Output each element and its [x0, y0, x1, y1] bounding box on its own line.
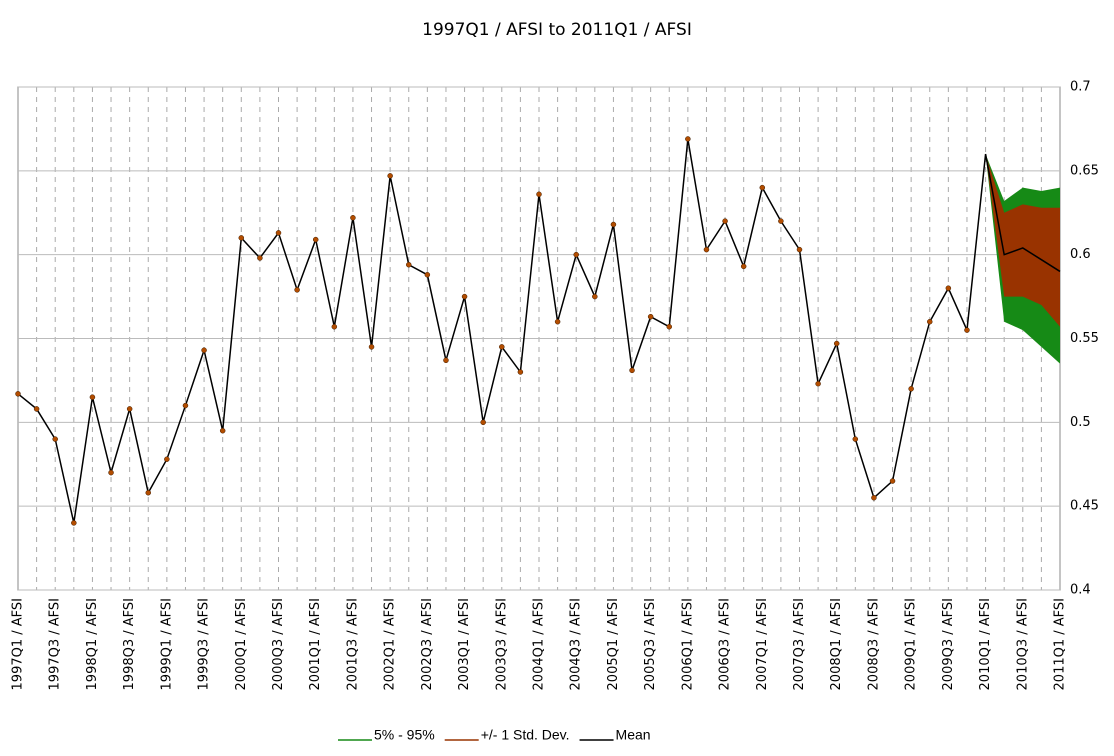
marker: [108, 469, 114, 476]
x-tick-label: 1997Q3 / AFSI: [48, 598, 63, 690]
x-tick-label: 2003Q3 / AFSI: [494, 598, 509, 690]
x-tick-label: 2008Q3 / AFSI: [866, 598, 881, 690]
marker: [257, 255, 263, 261]
y-tick-label: 0.4: [1070, 583, 1091, 598]
x-tick-label: 2009Q3 / AFSI: [941, 598, 956, 690]
x-tick-label: 2001Q3 / AFSI: [345, 598, 360, 690]
marker: [182, 402, 189, 409]
marker: [368, 344, 375, 350]
marker: [89, 394, 96, 400]
y-tick-label: 0.45: [1070, 499, 1099, 514]
legend-label: 5% - 95%: [374, 727, 435, 743]
marker: [703, 246, 710, 253]
x-tick-label: 2010Q1 / AFSI: [978, 598, 993, 690]
marker: [238, 235, 245, 241]
marker: [815, 381, 821, 387]
x-tick-label: 2007Q3 / AFSI: [792, 598, 807, 690]
marker: [164, 456, 170, 462]
x-tick-label: 2002Q1 / AFSI: [383, 598, 398, 690]
band: [985, 154, 1060, 327]
marker: [312, 236, 319, 243]
x-tick-label: 2010Q3 / AFSI: [1015, 598, 1030, 690]
x-tick-label: 2000Q1 / AFSI: [234, 598, 249, 690]
x-tick-label: 1998Q3 / AFSI: [122, 598, 137, 690]
chart-title: 1997Q1 / AFSI to 2011Q1 / AFSI: [422, 20, 692, 40]
x-tick-label: 2001Q1 / AFSI: [308, 598, 323, 690]
y-tick-label: 0.65: [1070, 163, 1099, 178]
x-tick-label: 2005Q1 / AFSI: [606, 598, 621, 690]
marker: [406, 261, 412, 268]
marker: [796, 246, 803, 253]
marker: [219, 427, 226, 434]
marker: [629, 367, 635, 374]
marker: [666, 324, 672, 330]
marker: [350, 215, 356, 221]
x-tick-label: 1999Q1 / AFSI: [159, 598, 174, 690]
marker: [833, 340, 840, 347]
marker: [964, 327, 970, 333]
marker: [52, 436, 58, 442]
marker: [33, 406, 40, 412]
marker: [201, 347, 207, 353]
marker: [294, 287, 300, 293]
y-tick-label: 0.7: [1070, 80, 1091, 95]
marker: [126, 406, 133, 412]
marker: [480, 419, 486, 426]
marker: [443, 357, 449, 364]
marker: [554, 318, 561, 325]
y-tick-label: 0.5: [1070, 415, 1091, 430]
marker: [610, 221, 617, 228]
marker: [759, 184, 766, 191]
marker: [275, 230, 282, 236]
x-tick-label: 1999Q3 / AFSI: [197, 598, 212, 690]
x-tick-label: 2011Q1 / AFSI: [1053, 598, 1068, 690]
marker: [145, 490, 151, 496]
marker: [778, 218, 784, 224]
marker: [927, 318, 933, 325]
marker: [536, 191, 542, 198]
x-tick-label: 2007Q1 / AFSI: [755, 598, 770, 690]
marker: [740, 263, 747, 270]
x-tick-label: 1998Q1 / AFSI: [85, 598, 100, 690]
marker: [592, 293, 598, 300]
x-tick-label: 2003Q1 / AFSI: [457, 598, 472, 690]
marker: [871, 495, 877, 501]
x-tick-label: 2009Q1 / AFSI: [904, 598, 919, 690]
x-tick-label: 2005Q3 / AFSI: [643, 598, 658, 690]
marker: [685, 136, 691, 142]
x-tick-label: 1997Q1 / AFSI: [11, 598, 26, 690]
x-tick-label: 2006Q1 / AFSI: [680, 598, 695, 690]
x-tick-label: 2004Q1 / AFSI: [532, 598, 547, 690]
marker: [499, 344, 505, 350]
marker: [647, 313, 654, 320]
legend-label: +/- 1 Std. Dev.: [481, 727, 570, 743]
marker: [331, 324, 338, 330]
marker: [889, 478, 896, 484]
marker: [908, 386, 914, 392]
marker: [387, 173, 393, 179]
marker: [945, 285, 952, 291]
legend-label: Mean: [616, 727, 651, 743]
marker: [517, 369, 524, 375]
marker: [15, 391, 21, 397]
x-tick-label: 2004Q3 / AFSI: [569, 598, 584, 690]
x-tick-label: 2000Q3 / AFSI: [271, 598, 286, 690]
marker: [722, 218, 728, 224]
y-tick-label: 0.55: [1070, 331, 1099, 346]
x-tick-label: 2008Q1 / AFSI: [829, 598, 844, 690]
marker: [852, 436, 859, 442]
y-tick-label: 0.6: [1070, 247, 1091, 262]
x-tick-label: 2006Q3 / AFSI: [718, 598, 733, 690]
marker: [573, 251, 579, 258]
x-tick-label: 2002Q3 / AFSI: [420, 598, 435, 690]
marker: [461, 293, 468, 300]
marker: [424, 272, 431, 278]
marker: [71, 520, 77, 526]
